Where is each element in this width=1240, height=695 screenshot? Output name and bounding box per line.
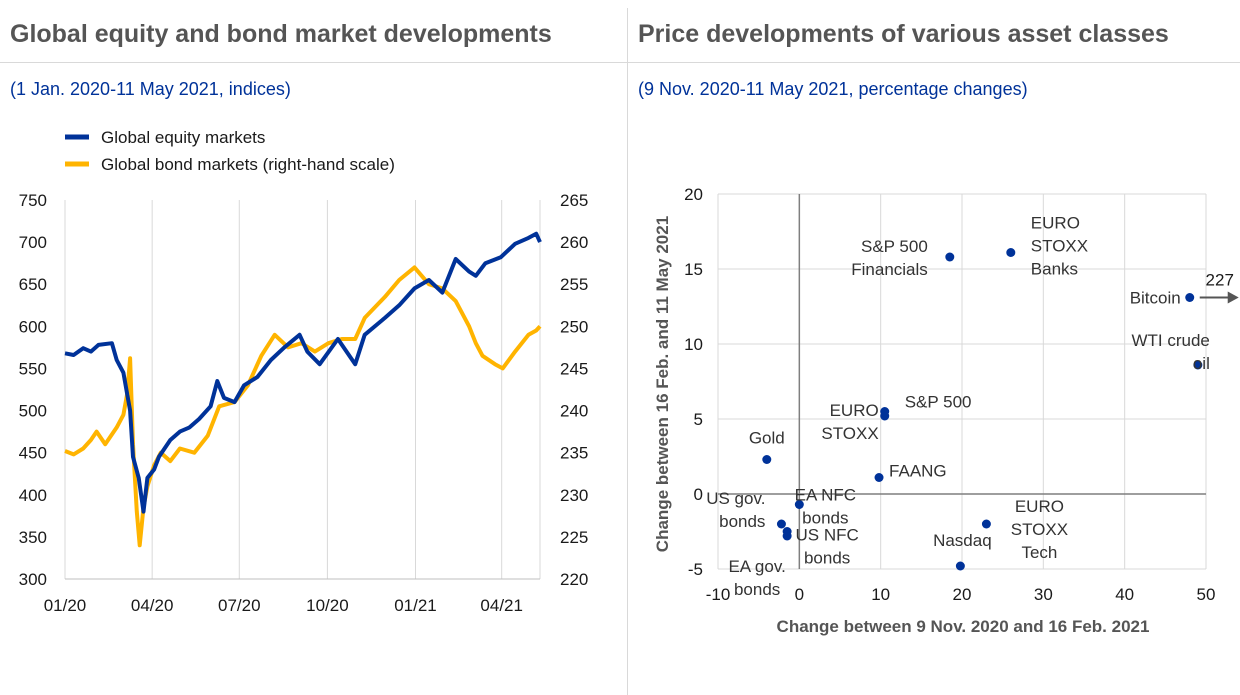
- y-right-tick-label: 240: [560, 402, 588, 421]
- scatter-point-label: EURO STOXX: [821, 401, 878, 443]
- scatter-point: [880, 411, 890, 421]
- scatter-point: [1193, 360, 1203, 370]
- scatter-point-label: FAANG: [889, 462, 947, 481]
- x-tick-label: 07/20: [218, 596, 261, 615]
- y-left-tick-label: 600: [19, 317, 47, 336]
- y-left-tick-label: 450: [19, 444, 47, 463]
- left-chart-title: Global equity and bond market developmen…: [10, 20, 552, 48]
- y-left-tick-label: 400: [19, 486, 47, 505]
- annotation-arrow-head: [1227, 291, 1239, 304]
- legend-label: Global equity markets: [101, 128, 265, 147]
- y-right-tick-label: 225: [560, 528, 588, 547]
- scatter-point-label: WTI crude oil: [1131, 331, 1209, 373]
- left-chart-panel: Global equity and bond market developmen…: [0, 20, 627, 99]
- left-title-divider: [0, 62, 627, 63]
- right-chart-subtitle: (9 Nov. 2020-11 May 2021, percentage cha…: [638, 79, 1028, 99]
- scatter-point-label: Nasdaq: [933, 531, 992, 550]
- y-left-tick-label: 550: [19, 359, 47, 378]
- scatter-y-tick-label: 5: [694, 410, 703, 429]
- y-left-tick-label: 300: [19, 570, 47, 589]
- scatter-point: [1006, 248, 1016, 257]
- y-left-tick-label: 650: [19, 275, 47, 294]
- scatter-point-label: US gov. bonds: [706, 489, 765, 531]
- x-tick-label: 01/20: [44, 596, 87, 615]
- x-tick-label: 01/21: [394, 596, 437, 615]
- annotation-value: 227: [1206, 271, 1234, 290]
- x-tick-label: 04/21: [480, 596, 523, 615]
- y-left-tick-label: 500: [19, 402, 47, 421]
- scatter-x-tick-label: 30: [1034, 585, 1053, 604]
- right-chart-panel: Price developments of various asset clas…: [628, 0, 1240, 695]
- scatter-y-axis-label: Change between 16 Feb. and 11 May 2021: [653, 216, 672, 552]
- scatter-x-tick-label: 50: [1197, 585, 1216, 604]
- x-tick-label: 04/20: [131, 596, 174, 615]
- scatter-y-tick-label: 20: [684, 185, 703, 204]
- y-right-tick-label: 245: [560, 359, 588, 378]
- y-left-tick-label: 350: [19, 528, 47, 547]
- scatter-point: [945, 252, 955, 262]
- y-left-tick-label: 750: [19, 191, 47, 210]
- y-right-tick-label: 255: [560, 275, 588, 294]
- y-right-tick-label: 250: [560, 317, 588, 336]
- scatter-point-label: S&P 500: [905, 393, 972, 412]
- scatter-x-tick-label: 40: [1115, 585, 1134, 604]
- legend-label: Global bond markets (right-hand scale): [101, 155, 395, 174]
- y-right-tick-label: 230: [560, 486, 588, 505]
- scatter-point-label: EURO STOXX Tech: [1011, 497, 1068, 562]
- scatter-point: [776, 519, 786, 529]
- y-right-tick-label: 235: [560, 444, 588, 463]
- scatter-y-tick-label: 10: [684, 335, 703, 354]
- scatter-point-label: EA NFC bonds: [795, 486, 856, 528]
- scatter-x-axis-label: Change between 9 Nov. 2020 and 16 Feb. 2…: [777, 617, 1150, 636]
- scatter-x-tick-label: 20: [953, 585, 972, 604]
- left-chart-subtitle: (1 Jan. 2020-11 May 2021, indices): [10, 79, 291, 99]
- scatter-x-tick-label: -10: [706, 585, 731, 604]
- scatter-point: [794, 500, 804, 509]
- panel-divider: [627, 8, 628, 695]
- scatter-point: [874, 473, 884, 482]
- scatter-point: [762, 455, 772, 464]
- scatter-point-label: S&P 500 Financials: [851, 237, 928, 279]
- scatter-y-tick-label: 0: [694, 485, 703, 504]
- x-tick-label: 10/20: [306, 596, 349, 615]
- scatter-y-tick-label: -5: [688, 560, 703, 579]
- scatter-point-label: EURO STOXX Banks: [1031, 214, 1088, 279]
- scatter-point-label: US NFC bonds: [795, 526, 858, 568]
- y-right-tick-label: 260: [560, 233, 588, 252]
- scatter-point-label: Bitcoin: [1130, 289, 1181, 308]
- equity-series-line: [64, 231, 542, 514]
- scatter-x-tick-label: 10: [871, 585, 890, 604]
- scatter-point: [1185, 293, 1195, 302]
- right-title-divider: [628, 62, 1240, 63]
- scatter-x-tick-label: 0: [795, 585, 804, 604]
- scatter-y-tick-label: 15: [684, 260, 703, 279]
- right-chart-title: Price developments of various asset clas…: [638, 20, 1169, 48]
- y-left-tick-label: 700: [19, 233, 47, 252]
- y-right-tick-label: 220: [560, 570, 588, 589]
- scatter-point: [782, 531, 792, 541]
- scatter-point-label: EA gov. bonds: [728, 557, 785, 599]
- y-right-tick-label: 265: [560, 191, 588, 210]
- scatter-point: [981, 519, 991, 529]
- scatter-point-label: Gold: [749, 429, 785, 448]
- scatter-point: [955, 561, 965, 571]
- bond-series-line: [64, 265, 542, 548]
